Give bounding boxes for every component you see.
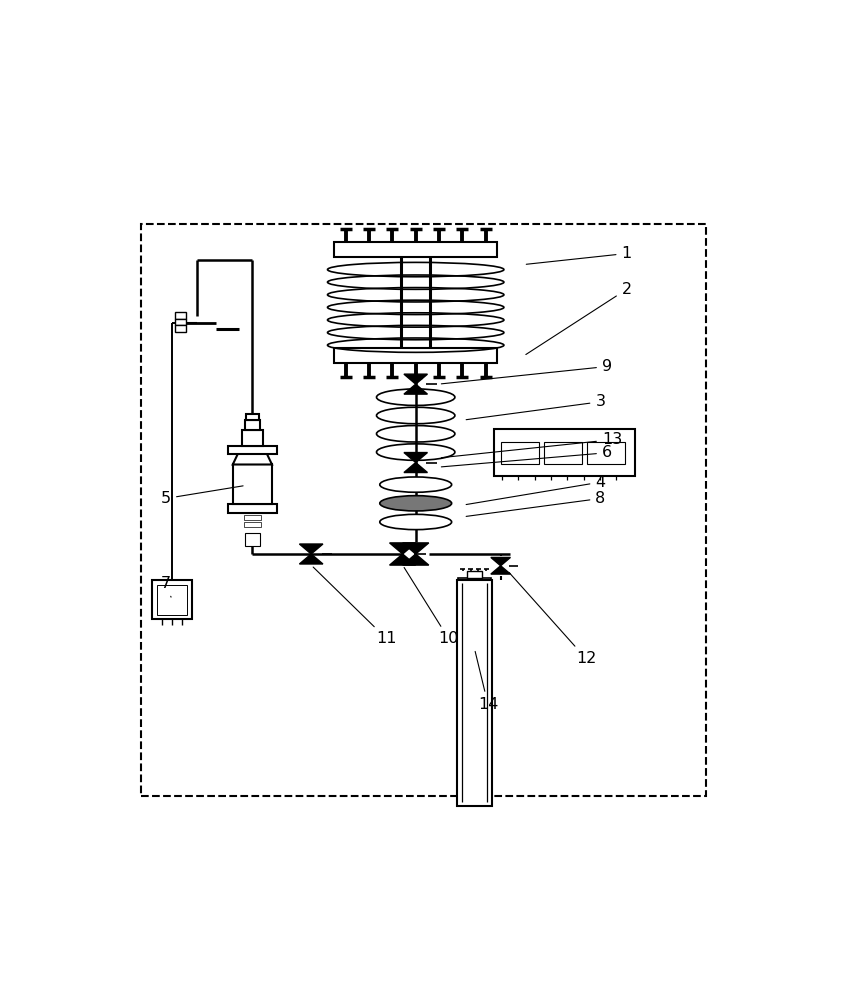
Polygon shape [404, 374, 427, 384]
Bar [157, 585, 187, 615]
Text: 6: 6 [442, 445, 612, 467]
Text: 13: 13 [442, 432, 622, 458]
Bar [457, 580, 492, 806]
Polygon shape [404, 453, 427, 463]
Text: 14: 14 [475, 651, 498, 712]
Bar [246, 414, 259, 420]
Polygon shape [491, 566, 511, 574]
Polygon shape [299, 544, 323, 554]
Bar [244, 515, 260, 520]
Bar [459, 578, 491, 587]
Bar [334, 242, 497, 257]
Bar [587, 442, 625, 464]
Bar [494, 429, 635, 476]
Text: 3: 3 [466, 394, 605, 420]
Bar [334, 348, 497, 363]
Bar [244, 496, 260, 500]
Bar [228, 504, 277, 513]
Text: 2: 2 [526, 282, 631, 355]
Polygon shape [389, 543, 416, 554]
Text: 11: 11 [313, 567, 397, 646]
Ellipse shape [379, 477, 452, 492]
Polygon shape [403, 554, 429, 565]
Text: 12: 12 [509, 572, 596, 666]
Text: 7: 7 [161, 576, 171, 597]
Polygon shape [299, 554, 323, 564]
Bar [544, 442, 582, 464]
Bar [245, 533, 260, 546]
Bar [467, 571, 482, 578]
Polygon shape [233, 451, 272, 464]
Polygon shape [404, 463, 427, 473]
Bar [501, 442, 539, 464]
Text: 9: 9 [442, 359, 612, 384]
Ellipse shape [379, 496, 452, 511]
Text: 5: 5 [161, 486, 243, 506]
Polygon shape [389, 554, 416, 565]
Bar [244, 420, 260, 430]
Bar [233, 464, 272, 504]
Bar [242, 430, 263, 446]
Text: 8: 8 [466, 491, 605, 516]
Bar [175, 319, 186, 325]
Polygon shape [403, 543, 429, 554]
Polygon shape [491, 557, 511, 566]
Bar [244, 509, 260, 513]
Bar [244, 502, 260, 507]
Bar [153, 580, 191, 619]
Bar [175, 312, 186, 319]
Polygon shape [404, 384, 427, 394]
Text: 4: 4 [466, 475, 605, 505]
Text: 1: 1 [526, 246, 631, 264]
Ellipse shape [379, 514, 452, 530]
Bar [244, 522, 260, 527]
Bar [175, 325, 186, 332]
Bar [142, 224, 706, 796]
Bar [228, 446, 277, 454]
Text: 10: 10 [404, 567, 459, 646]
